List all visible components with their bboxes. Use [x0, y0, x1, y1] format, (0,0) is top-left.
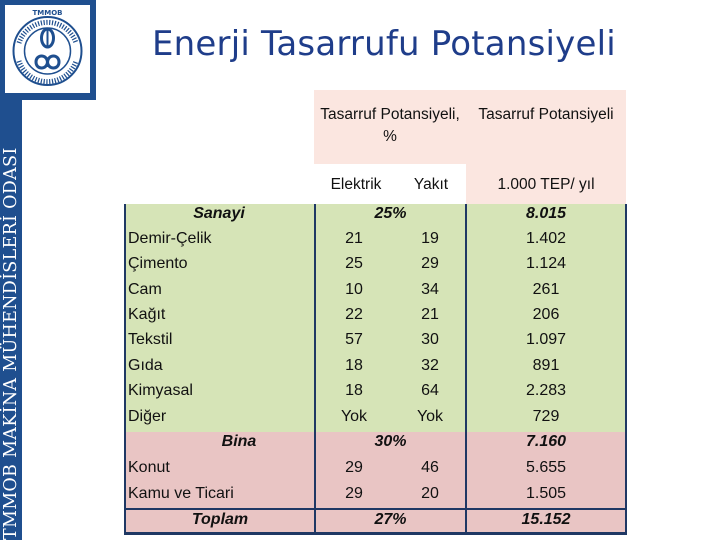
- toplam-total: 15.152: [521, 511, 571, 528]
- header-potential-cell: [466, 90, 626, 164]
- bina-section: [125, 432, 626, 508]
- row-label: Cam: [128, 281, 162, 298]
- tmmob-logo-icon: TMMOB: [12, 9, 83, 86]
- row-label: Demir-Çelik: [128, 230, 212, 247]
- row-yakit: Yok: [416, 408, 444, 425]
- row-label-sanayi: Sanayi: [193, 205, 245, 222]
- total-row: [125, 510, 626, 534]
- row-elektrik: 25: [345, 255, 363, 272]
- header-potential: Tasarruf Potansiyeli: [478, 106, 614, 123]
- column-separator-end: [625, 204, 627, 535]
- row-yakit: 34: [421, 281, 439, 298]
- row-label: Kimyasal: [128, 382, 193, 399]
- row-label: Çimento: [128, 255, 188, 272]
- row-tep: 5.655: [525, 459, 567, 476]
- row-tep: 206: [532, 306, 560, 323]
- total-bar-left: [125, 508, 626, 510]
- total-bar-bottom: [125, 532, 626, 535]
- row-elektrik: 22: [345, 306, 363, 323]
- row-elektrik: 18: [345, 382, 363, 399]
- bina-total: 7.160: [525, 433, 567, 450]
- row-tep: 729: [532, 408, 560, 425]
- header-potential-percent: Tasarruf Potansiyeli, %: [320, 106, 460, 145]
- header-unit-cell: [466, 164, 626, 204]
- row-elektrik: 21: [345, 230, 363, 247]
- row-yakit: 21: [421, 306, 439, 323]
- column-separator-start: [124, 204, 126, 535]
- row-elektrik: 29: [345, 485, 363, 502]
- logo-frame: TMMOB: [0, 0, 96, 100]
- sidebar-band: TMMOB MAKİNA MÜHENDİSLERİ ODASI: [0, 0, 22, 540]
- row-tep: 261: [532, 281, 560, 298]
- row-yakit: 64: [421, 382, 439, 399]
- row-tep: 1.124: [525, 255, 567, 272]
- row-label: Gıda: [128, 357, 163, 374]
- row-yakit: 29: [421, 255, 439, 272]
- svg-text:TMMOB: TMMOB: [33, 9, 63, 17]
- row-label: Tekstil: [128, 331, 173, 348]
- row-tep: 891: [532, 357, 560, 374]
- row-tep: 1.505: [525, 485, 567, 502]
- sanayi-section: [125, 204, 626, 432]
- subheader-unit: 1.000 TEP/ yıl: [497, 176, 595, 193]
- page-title: Enerji Tasarrufu Potansiyeli: [152, 24, 616, 64]
- row-elektrik: 10: [345, 281, 363, 298]
- column-separator-right: [465, 204, 467, 535]
- row-yakit: 20: [421, 485, 439, 502]
- row-label: Kamu ve Ticari: [128, 485, 234, 502]
- subheader-yakit: Yakıt: [413, 176, 449, 193]
- row-yakit: 30: [421, 331, 439, 348]
- column-separator-left: [314, 204, 316, 535]
- row-elektrik: 57: [345, 331, 363, 348]
- row-elektrik: 18: [345, 357, 363, 374]
- sidebar-org-name: TMMOB MAKİNA MÜHENDİSLERİ ODASI: [1, 147, 21, 540]
- row-yakit: 46: [421, 459, 439, 476]
- row-label-toplam: Toplam: [191, 511, 249, 528]
- row-yakit: 32: [421, 357, 439, 374]
- bina-percent: 30%: [374, 433, 407, 450]
- toplam-percent: 27%: [374, 511, 407, 528]
- row-label: Kağıt: [128, 306, 166, 323]
- row-label: Konut: [128, 459, 170, 476]
- row-tep: 1.402: [525, 230, 567, 247]
- row-label: Diğer: [128, 408, 167, 425]
- header-potential-percent-cell: [314, 90, 466, 164]
- row-yakit: 19: [421, 230, 439, 247]
- logo-background: TMMOB: [5, 5, 90, 93]
- sanayi-total: 8.015: [525, 205, 567, 222]
- row-tep: 1.097: [525, 331, 567, 348]
- row-elektrik: 29: [345, 459, 363, 476]
- row-label-bina: Bina: [221, 433, 257, 450]
- sanayi-percent: 25%: [374, 205, 407, 222]
- row-tep: 2.283: [525, 382, 567, 399]
- subheader-elektrik: Elektrik: [330, 176, 382, 193]
- row-elektrik: Yok: [340, 408, 368, 425]
